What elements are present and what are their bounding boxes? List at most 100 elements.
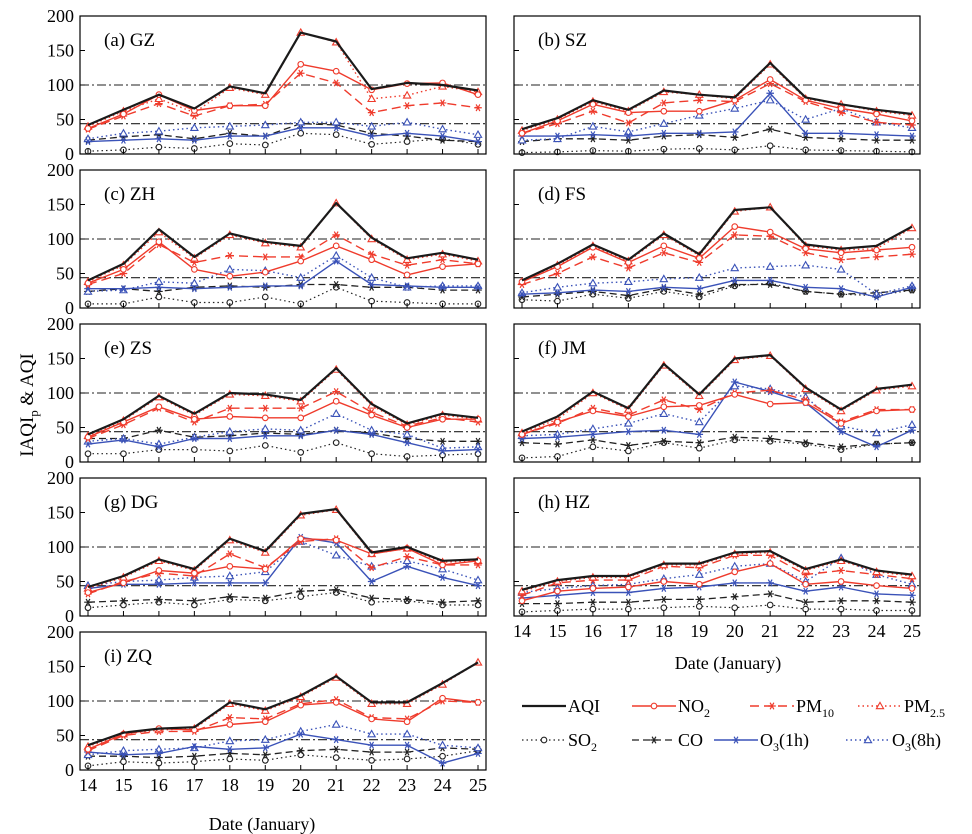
data-point	[801, 283, 810, 291]
data-point	[872, 443, 881, 451]
x-tick-label: 14	[79, 775, 97, 795]
data-point	[837, 105, 845, 112]
data-point	[403, 282, 411, 290]
data-point	[766, 228, 774, 236]
data-point	[589, 107, 597, 115]
data-point	[518, 439, 526, 447]
data-point	[296, 69, 305, 77]
data-point	[368, 140, 375, 148]
data-point	[261, 141, 269, 149]
data-point	[84, 137, 92, 146]
series-line	[87, 536, 479, 590]
data-point	[473, 129, 483, 138]
data-point	[588, 278, 598, 287]
data-point	[872, 293, 881, 301]
data-point	[765, 95, 775, 104]
legend-label: O3(1h)	[760, 730, 809, 754]
series-line	[87, 750, 479, 767]
data-point	[226, 593, 234, 601]
data-point	[439, 694, 446, 702]
series-line	[521, 436, 913, 448]
data-point	[260, 424, 270, 433]
legend-marker	[863, 735, 873, 744]
data-point	[120, 758, 127, 766]
data-point	[368, 256, 375, 264]
legend-label: O3(8h)	[892, 730, 941, 754]
data-point	[474, 437, 482, 445]
data-point	[474, 749, 482, 758]
data-point	[403, 102, 411, 110]
series-line	[87, 202, 479, 282]
data-point	[730, 231, 739, 239]
data-point	[332, 280, 340, 289]
data-point	[766, 590, 774, 598]
data-point	[660, 107, 668, 115]
y-tick-label: 100	[47, 75, 74, 95]
data-point	[226, 562, 234, 570]
data-point	[297, 751, 305, 759]
y-tick-label: 150	[47, 349, 74, 369]
series-so2	[518, 436, 916, 462]
data-point	[296, 587, 305, 595]
data-point	[438, 283, 447, 291]
legend-item-co: CO	[632, 730, 703, 750]
data-point	[837, 578, 845, 585]
data-point	[367, 748, 376, 756]
data-point	[908, 132, 916, 140]
legend-label: AQI	[568, 696, 600, 716]
data-point	[296, 124, 305, 132]
data-point	[802, 580, 809, 588]
series-line	[87, 127, 479, 143]
data-point	[872, 253, 881, 261]
data-point	[84, 279, 92, 287]
data-point	[766, 560, 774, 567]
panel-czh: 0 50 100 150 200 (c) ZH	[47, 160, 487, 318]
data-point	[261, 282, 270, 290]
data-point	[261, 751, 270, 759]
series-line	[521, 234, 913, 286]
series-line	[88, 442, 479, 458]
data-point	[403, 553, 411, 561]
data-point	[474, 91, 482, 99]
data-point	[907, 571, 917, 580]
data-point	[226, 447, 234, 455]
legend-label: CO	[678, 730, 703, 750]
data-point	[261, 404, 270, 412]
y-tick-label: 50	[56, 572, 74, 592]
data-point	[120, 579, 127, 587]
data-point	[367, 109, 376, 117]
data-point	[367, 594, 376, 602]
data-point	[837, 129, 845, 137]
data-point	[261, 432, 270, 440]
series-no2	[84, 397, 482, 441]
data-point	[837, 420, 845, 427]
data-point	[695, 402, 703, 409]
data-point	[332, 124, 340, 132]
data-point	[660, 99, 668, 107]
series-o3_1h	[84, 533, 482, 592]
y-tick-label: 150	[47, 195, 74, 215]
data-point	[474, 597, 482, 605]
data-point	[331, 250, 341, 259]
data-point	[155, 595, 163, 604]
series-line	[87, 429, 479, 452]
data-point	[190, 285, 199, 293]
data-point	[296, 117, 306, 126]
data-point	[296, 425, 306, 434]
data-point	[296, 282, 305, 290]
data-point	[873, 110, 880, 118]
data-point	[261, 253, 270, 261]
series-line	[87, 241, 479, 284]
data-point	[660, 584, 668, 592]
data-point	[226, 413, 234, 420]
data-point	[730, 263, 740, 272]
data-point	[695, 285, 704, 293]
data-point	[438, 573, 447, 581]
series-pm10	[518, 231, 916, 289]
series-line	[88, 260, 478, 290]
data-point	[368, 598, 375, 606]
data-point	[801, 260, 811, 269]
series-line	[87, 63, 479, 130]
panel-title: (c) ZH	[104, 184, 155, 205]
series-line	[87, 132, 479, 152]
